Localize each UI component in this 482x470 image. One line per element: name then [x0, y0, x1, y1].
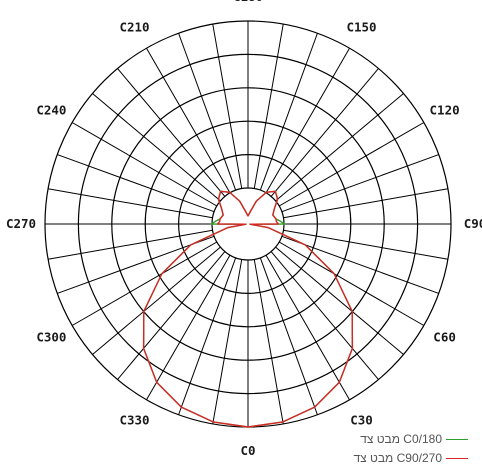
grid-spoke — [57, 154, 215, 213]
grid-spoke — [283, 229, 449, 260]
grid-spoke — [283, 188, 449, 219]
grid-spoke — [275, 246, 404, 355]
grid-spoke — [212, 23, 243, 189]
legend-swatch-green — [446, 438, 468, 440]
angle-label-c270: C270 — [6, 216, 36, 231]
legend-label-c0-180: מבט צד C0/180 — [360, 432, 442, 446]
grid-spoke — [92, 246, 221, 355]
grid-spoke — [259, 33, 318, 191]
grid-spoke — [253, 259, 284, 425]
angle-label-c240: C240 — [36, 103, 66, 118]
grid-spoke — [270, 68, 379, 197]
grid-spoke — [265, 254, 350, 401]
angle-label-c0: C0 — [240, 443, 255, 458]
grid-spoke — [178, 33, 237, 191]
grid-spoke — [278, 241, 425, 326]
grid-spoke — [47, 188, 213, 219]
grid-spoke — [57, 235, 215, 294]
angle-label-c60: C60 — [433, 330, 456, 345]
angle-label-c150: C150 — [346, 19, 376, 34]
angle-label-c210: C210 — [119, 19, 149, 34]
legend-item-c90-270: מבט צד C90/270 — [354, 451, 468, 465]
grid-spoke — [92, 93, 221, 202]
grid-spoke — [259, 257, 318, 415]
grid-spoke — [146, 254, 231, 401]
grid-spoke — [281, 154, 439, 213]
grid-spoke — [71, 122, 218, 207]
grid-spoke — [117, 68, 226, 197]
grid-spoke — [117, 251, 226, 380]
angle-label-c120: C120 — [430, 103, 460, 118]
legend-swatch-red — [446, 457, 468, 459]
series-line-c90-270 — [142, 190, 354, 428]
grid-spoke — [178, 257, 237, 415]
grid-spoke — [47, 229, 213, 260]
legend-label-c90-270: מבט צד C90/270 — [353, 451, 442, 465]
grid-spoke — [146, 47, 231, 194]
grid-spoke — [270, 251, 379, 380]
grid-spoke — [212, 259, 243, 425]
angle-label-c330: C330 — [119, 413, 149, 428]
grid-spoke — [278, 122, 425, 207]
grid-spoke — [71, 241, 218, 326]
grid-spoke — [253, 23, 284, 189]
legend-item-c0-180: מבט צד C0/180 — [360, 432, 468, 446]
angle-label-c180: C180 — [233, 0, 263, 4]
angle-label-c90: C90 — [464, 216, 482, 231]
grid-spoke — [281, 235, 439, 294]
grid-spoke — [265, 47, 350, 194]
angle-label-c300: C300 — [36, 330, 66, 345]
angle-label-c30: C30 — [350, 413, 373, 428]
grid-spoke — [275, 93, 404, 202]
